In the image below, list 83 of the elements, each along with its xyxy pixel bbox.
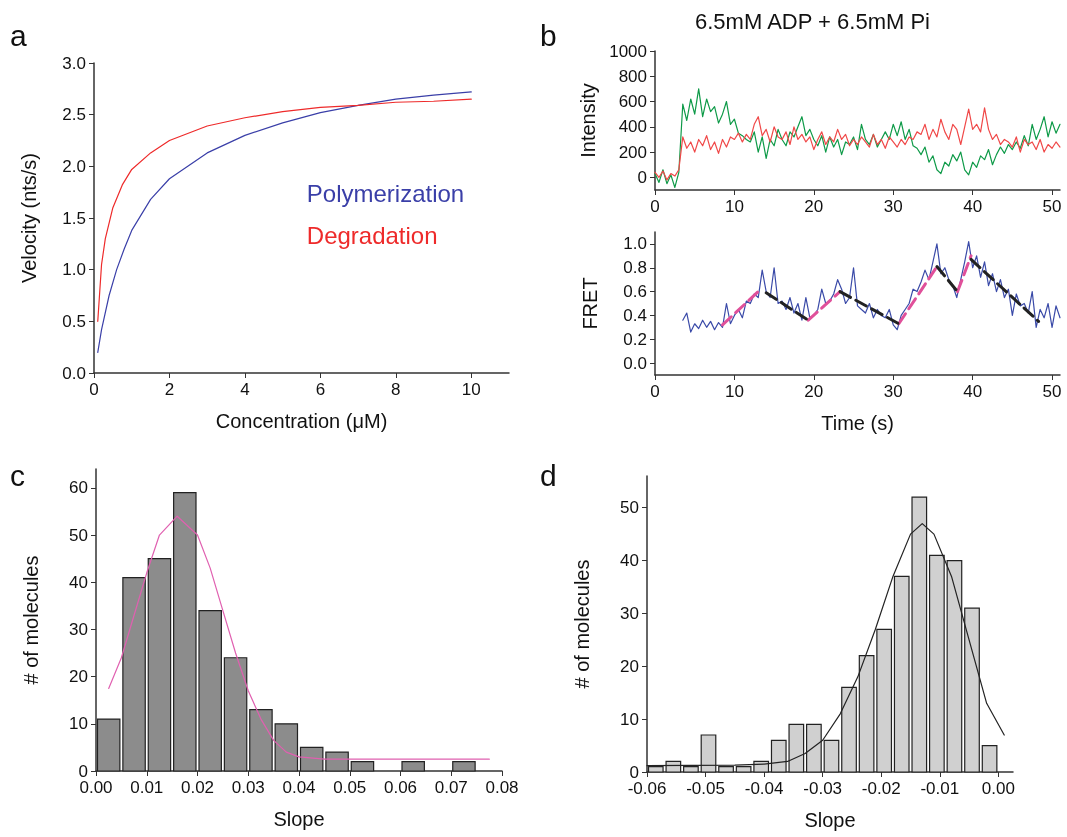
- text: c: [10, 458, 25, 492]
- x-tick-label: 20: [804, 197, 824, 216]
- y-tick-label: 0.8: [623, 258, 647, 278]
- y-tick-label: 10: [69, 714, 88, 734]
- x-tick-label: 4: [240, 380, 250, 399]
- x-tick-label: 0.08: [485, 778, 519, 797]
- x-tick-label: 50: [1042, 382, 1062, 401]
- x-tick-label: 50: [1042, 197, 1062, 216]
- y-tick-label: 3.0: [62, 53, 86, 73]
- x-tick-label: 10: [724, 382, 744, 401]
- y-axis-title: # of molecules: [571, 559, 593, 689]
- x-tick-label: 20: [804, 382, 824, 401]
- x-tick-label: 6: [315, 380, 326, 399]
- y-tick-label: 30: [620, 603, 639, 623]
- y-tick-label: 40: [620, 551, 639, 571]
- x-axis-title: Slope: [804, 809, 856, 831]
- y-tick-label: 30: [69, 619, 88, 639]
- line-series: [682, 240, 1061, 333]
- x-tick-label: 40: [963, 197, 983, 216]
- y-tick-label: 0.0: [623, 353, 647, 373]
- y-tick-label: 10: [620, 709, 639, 729]
- text: a: [10, 18, 27, 52]
- y-axis-title: Velocity (nts/s): [18, 152, 40, 284]
- y-tick-label: 0: [78, 761, 88, 781]
- y-tick-label: 0.4: [623, 305, 647, 325]
- y-tick-label: 20: [69, 667, 88, 687]
- y-tick-label: 0.2: [623, 329, 647, 349]
- y-axis-title: # of molecules: [20, 555, 42, 685]
- x-tick-label: 0.05: [333, 778, 367, 797]
- x-tick-label: 30: [883, 382, 903, 401]
- x-tick-label: 40: [963, 382, 983, 401]
- y-tick-label: 1000: [609, 41, 647, 61]
- x-tick-label: 30: [883, 197, 903, 216]
- chart-title: 6.5mM ADP + 6.5mM Pi: [695, 8, 930, 34]
- x-tick-label: 0: [650, 197, 660, 216]
- x-tick-label: 0.02: [180, 778, 215, 797]
- y-tick-label: 20: [620, 656, 639, 676]
- x-tick-label: 0.03: [231, 778, 265, 797]
- y-tick-label: 60: [69, 478, 88, 498]
- y-tick-label: 1.5: [62, 208, 86, 228]
- x-tick-label: 0.06: [383, 778, 418, 797]
- x-tick-label: -0.03: [803, 779, 843, 798]
- x-tick-label: -0.04: [744, 779, 784, 798]
- y-tick-label: 0: [637, 167, 647, 187]
- y-tick-label: 2.0: [62, 156, 86, 176]
- y-tick-label: 0.6: [623, 282, 647, 302]
- y-tick-label: 50: [69, 525, 88, 545]
- x-tick-label: 0: [650, 382, 660, 401]
- y-tick-label: 800: [618, 66, 647, 86]
- x-tick-label: 10: [461, 380, 481, 399]
- y-tick-label: 200: [618, 142, 647, 162]
- x-axis-title: Slope: [273, 808, 325, 830]
- x-tick-label: 0.00: [981, 779, 1015, 798]
- y-tick-label: 2.5: [62, 105, 86, 125]
- x-tick-label: -0.06: [627, 779, 667, 798]
- y-tick-label: 0.0: [62, 363, 86, 383]
- y-tick-label: 0: [629, 762, 639, 782]
- x-tick-label: 10: [724, 197, 744, 216]
- x-axis-title: Concentration (μM): [215, 410, 388, 432]
- y-tick-label: 1.0: [62, 260, 86, 280]
- x-tick-label: 0.07: [434, 778, 468, 797]
- y-tick-label: 50: [620, 498, 639, 518]
- y-axis-title: FRET: [579, 277, 601, 330]
- x-axis-title: Time (s): [821, 412, 894, 434]
- y-tick-label: 1.0: [623, 234, 647, 254]
- x-tick-label: -0.01: [920, 779, 960, 798]
- text: Polymerization: [306, 179, 465, 207]
- line-series: [654, 107, 1061, 181]
- x-tick-label: -0.02: [861, 779, 901, 798]
- text: Degradation: [306, 221, 438, 249]
- x-tick-label: 0.04: [282, 778, 316, 797]
- x-tick-label: 0.00: [79, 778, 113, 797]
- y-axis-title: Intensity: [577, 83, 600, 158]
- y-tick-label: 0.5: [62, 311, 86, 331]
- text: d: [540, 458, 557, 492]
- y-tick-label: 400: [618, 117, 647, 137]
- text: b: [540, 18, 557, 52]
- x-tick-label: -0.05: [686, 779, 725, 798]
- x-tick-label: 2: [164, 380, 175, 399]
- x-tick-label: 8: [391, 380, 401, 399]
- y-tick-label: 600: [618, 92, 647, 112]
- x-tick-label: 0.01: [130, 778, 164, 797]
- y-tick-label: 40: [69, 572, 88, 592]
